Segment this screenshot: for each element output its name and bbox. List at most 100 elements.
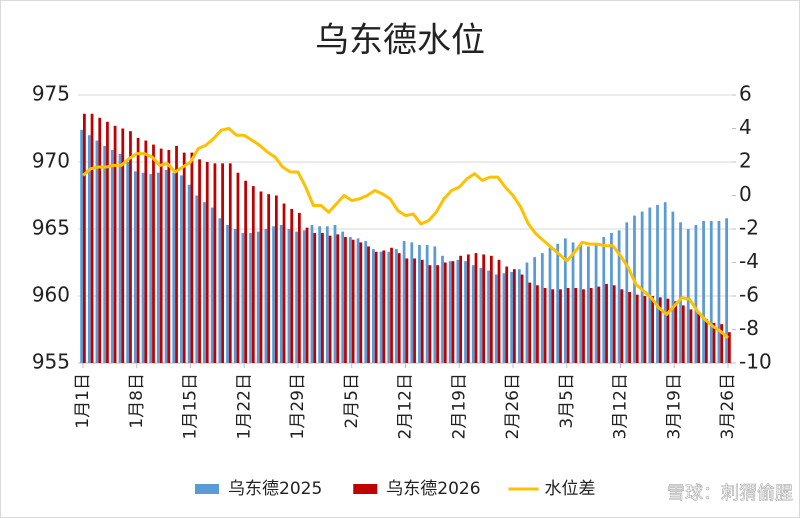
bar — [95, 140, 99, 363]
bar — [559, 289, 562, 363]
bar — [126, 162, 130, 363]
legend-label: 乌东德2026 — [386, 479, 480, 499]
bar — [505, 266, 509, 363]
bar — [182, 152, 186, 363]
bar — [213, 163, 217, 363]
bar — [658, 297, 662, 363]
bar — [144, 140, 148, 363]
y-tick-label: 955 — [32, 350, 70, 374]
bar — [540, 253, 544, 363]
bar — [471, 265, 475, 363]
bar — [313, 233, 317, 363]
bar — [679, 222, 682, 363]
bar — [90, 113, 94, 363]
bar — [448, 261, 452, 363]
bar — [525, 262, 529, 363]
bar — [190, 152, 194, 363]
bar — [648, 207, 652, 363]
bar — [167, 149, 171, 363]
bar — [536, 285, 539, 363]
bar — [249, 233, 252, 363]
bar — [328, 235, 332, 363]
bar — [402, 241, 406, 363]
bar — [228, 163, 232, 363]
bar — [418, 245, 421, 363]
y2-tick-label: 2 — [739, 149, 752, 173]
bar — [351, 239, 355, 363]
bar — [244, 180, 248, 363]
bar — [551, 289, 555, 363]
bar — [236, 172, 240, 363]
bar — [610, 233, 613, 363]
bar — [129, 131, 132, 363]
bar — [175, 145, 178, 363]
bar — [221, 163, 224, 363]
bar — [387, 251, 391, 363]
bar — [681, 305, 685, 363]
bar — [704, 318, 708, 363]
bar — [459, 255, 463, 363]
y2-tick-label: 0 — [739, 182, 752, 206]
bar — [106, 121, 109, 363]
bar — [482, 254, 486, 363]
x-tick-label: 3月19日 — [664, 373, 684, 439]
x-tick-label: 1月29日 — [288, 373, 308, 439]
x-tick-label: 3月5日 — [557, 373, 577, 429]
bar — [110, 149, 114, 363]
x-tick-label: 1月1日 — [73, 373, 93, 429]
bar — [605, 283, 608, 363]
bar — [113, 125, 117, 363]
bar — [359, 242, 363, 363]
legend-swatch — [195, 484, 219, 494]
bar — [620, 289, 624, 363]
bar — [640, 211, 644, 363]
bar — [697, 313, 701, 363]
bar — [274, 195, 278, 363]
bar — [579, 243, 583, 363]
bar — [305, 227, 309, 363]
bar — [382, 250, 386, 363]
bar — [451, 261, 455, 363]
bar — [290, 208, 294, 363]
bar — [226, 224, 229, 363]
bar — [487, 270, 490, 363]
bar — [172, 172, 176, 363]
bar — [479, 267, 483, 363]
bar — [310, 224, 314, 363]
x-tick-label: 1月8日 — [127, 373, 147, 429]
x-tick-label: 1月15日 — [181, 373, 201, 439]
bar — [686, 229, 690, 363]
bar — [633, 215, 636, 363]
bar — [325, 226, 329, 363]
bar — [259, 191, 263, 363]
bar — [80, 129, 83, 363]
bar — [83, 113, 86, 363]
bar — [141, 172, 145, 363]
x-tick-label: 1月22日 — [234, 373, 254, 439]
bar — [702, 220, 705, 363]
bar — [180, 175, 183, 363]
legend-label: 乌东德2025 — [228, 479, 322, 499]
bar — [612, 285, 616, 363]
bar — [264, 229, 268, 363]
x-tick-label: 3月12日 — [611, 373, 631, 439]
bar — [379, 251, 383, 363]
bar — [725, 218, 728, 363]
chart-title: 乌东德水位 — [315, 21, 485, 61]
bar — [712, 322, 716, 363]
bar — [663, 202, 667, 363]
bar — [425, 245, 429, 363]
bar — [344, 237, 347, 363]
watermark: 雪球：刺猬偷腥 — [667, 483, 793, 504]
bar — [372, 249, 375, 363]
bar — [548, 247, 552, 363]
bar — [295, 231, 298, 363]
bar — [356, 238, 360, 363]
bar — [566, 287, 570, 363]
bar — [267, 194, 271, 363]
bar — [720, 324, 724, 363]
bar — [517, 269, 521, 363]
bar — [218, 218, 222, 363]
bar — [510, 271, 513, 363]
bar — [528, 282, 532, 363]
